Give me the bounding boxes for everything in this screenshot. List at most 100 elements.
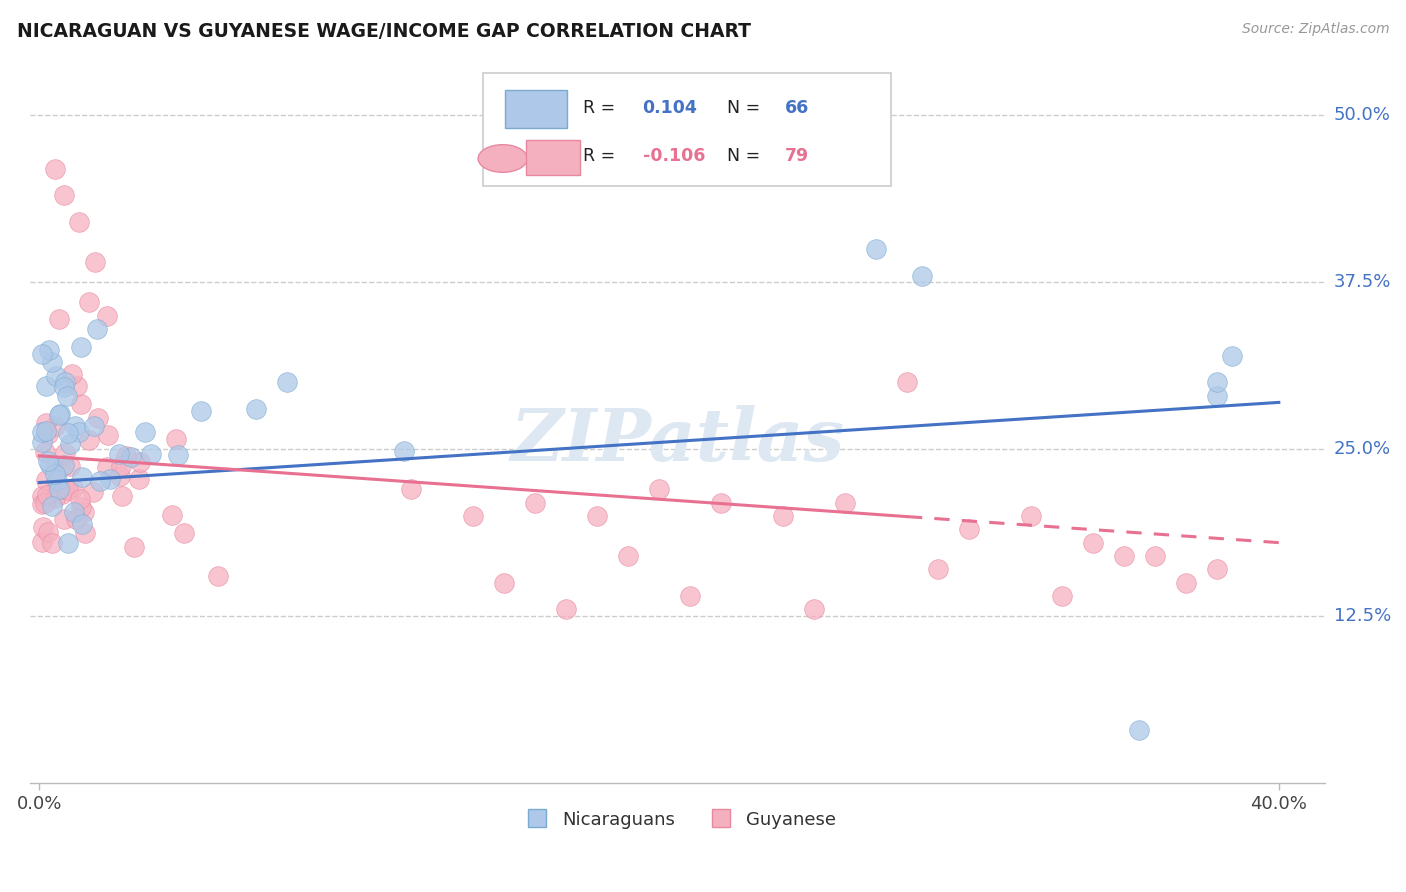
Text: 37.5%: 37.5% — [1334, 273, 1391, 291]
Point — [53, 376, 76, 390]
Point — [120, 450, 142, 464]
Text: 50.0%: 50.0% — [1334, 106, 1391, 124]
Point — [35, 378, 58, 392]
Text: 25.0%: 25.0% — [1334, 440, 1391, 458]
Point — [44, 460, 66, 475]
Point — [53, 458, 76, 473]
Point — [31, 435, 53, 450]
Point — [62, 482, 84, 496]
Point — [73, 525, 96, 540]
Point — [86, 322, 108, 336]
Point — [70, 340, 93, 354]
Point — [70, 516, 93, 531]
Point — [58, 426, 80, 441]
Point — [34, 495, 56, 509]
Point — [167, 448, 190, 462]
Point — [122, 540, 145, 554]
Point — [97, 428, 120, 442]
Text: N =: N = — [727, 147, 765, 165]
Point — [60, 368, 83, 382]
Point — [34, 424, 56, 438]
Point — [96, 309, 118, 323]
FancyBboxPatch shape — [484, 73, 891, 186]
Point — [110, 458, 132, 473]
Point — [45, 369, 67, 384]
Point — [63, 419, 86, 434]
Point — [77, 295, 100, 310]
Point — [46, 473, 69, 487]
Point — [128, 455, 150, 469]
Point — [55, 389, 77, 403]
Point — [38, 343, 60, 357]
Point — [52, 459, 75, 474]
Point — [1081, 535, 1104, 549]
Point — [896, 376, 918, 390]
Point — [84, 255, 107, 269]
Point — [35, 416, 58, 430]
Point — [1205, 376, 1227, 390]
Point — [710, 495, 733, 509]
Point — [31, 497, 53, 511]
Point — [67, 425, 90, 439]
Point — [77, 433, 100, 447]
Bar — [505, 90, 568, 128]
Point — [41, 354, 63, 368]
Point — [957, 522, 980, 536]
Point — [399, 482, 422, 496]
Point — [1143, 549, 1166, 563]
Point — [555, 602, 578, 616]
Point — [52, 512, 75, 526]
Point — [82, 484, 104, 499]
Point — [96, 459, 118, 474]
Point — [1019, 508, 1042, 523]
Point — [58, 437, 80, 451]
Point — [52, 188, 75, 202]
Point — [45, 475, 67, 490]
Point — [31, 535, 53, 549]
Point — [911, 268, 934, 283]
Point — [37, 426, 59, 441]
Point — [41, 500, 63, 514]
Point — [37, 453, 59, 467]
Point — [72, 469, 94, 483]
Text: ZIPatlas: ZIPatlas — [510, 406, 845, 476]
Point — [586, 508, 609, 523]
Point — [207, 569, 229, 583]
Point — [32, 520, 55, 534]
Point — [31, 489, 53, 503]
Point — [165, 432, 187, 446]
Point — [48, 482, 70, 496]
Point — [865, 242, 887, 256]
Point — [1112, 549, 1135, 563]
Point — [115, 449, 138, 463]
Point — [111, 489, 134, 503]
Point — [53, 380, 76, 394]
Point — [69, 215, 91, 229]
Text: R =: R = — [583, 147, 621, 165]
Point — [927, 562, 949, 576]
Point — [524, 495, 547, 509]
Point — [617, 549, 640, 563]
Point — [48, 407, 70, 421]
Point — [48, 312, 70, 326]
Point — [63, 505, 86, 519]
Point — [461, 508, 484, 523]
Point — [98, 472, 121, 486]
Point — [44, 491, 66, 505]
Text: 79: 79 — [785, 147, 810, 165]
Point — [56, 535, 79, 549]
Point — [34, 444, 56, 458]
Point — [34, 473, 56, 487]
Point — [31, 347, 53, 361]
Circle shape — [478, 145, 527, 172]
Point — [1128, 723, 1150, 737]
Text: N =: N = — [727, 99, 765, 117]
Point — [59, 458, 82, 473]
Point — [66, 379, 89, 393]
Point — [44, 467, 66, 481]
Point — [141, 447, 163, 461]
Point — [834, 495, 856, 509]
Point — [39, 486, 62, 500]
Point — [37, 487, 59, 501]
Legend: Nicaraguans, Guyanese: Nicaraguans, Guyanese — [512, 804, 844, 836]
